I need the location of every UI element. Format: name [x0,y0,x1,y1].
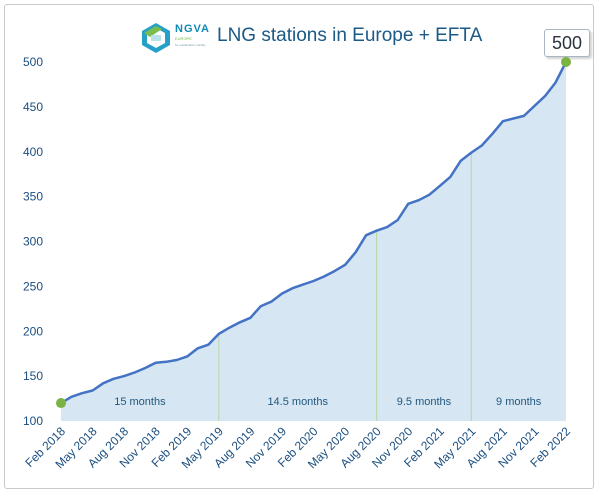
period-label-3: 9.5 months [397,396,452,408]
logo-tagline: for sustainable mobility [175,43,206,47]
period-label-4: 9 months [496,396,542,408]
chart-title: LNG stations in Europe + EFTA [217,25,483,46]
y-tick-label: 200 [23,324,43,338]
value-callout: 500 [544,29,590,57]
period-label-2: 14.5 months [267,396,328,408]
logo-subtext: EUROPE [175,36,192,41]
ngva-logo-icon [142,23,170,53]
y-tick-label: 250 [23,279,43,293]
y-tick-label: 400 [23,145,43,159]
y-tick-label: 150 [23,369,43,383]
period-label-1: 15 months [114,396,166,408]
series-line [59,60,568,405]
y-tick-label: 300 [23,235,43,249]
y-tick-label: 500 [23,55,43,69]
endpoint-marker-1 [56,398,66,409]
y-tick-label: 350 [23,190,43,204]
endpoint-marker-2 [561,57,571,67]
area-fill [61,62,566,421]
y-tick-label: 450 [23,100,43,114]
logo-text: NGVA [175,23,210,35]
ngva-logo: NGVA EUROPE for sustainable mobility [139,21,217,55]
y-tick-label: 100 [23,414,43,428]
